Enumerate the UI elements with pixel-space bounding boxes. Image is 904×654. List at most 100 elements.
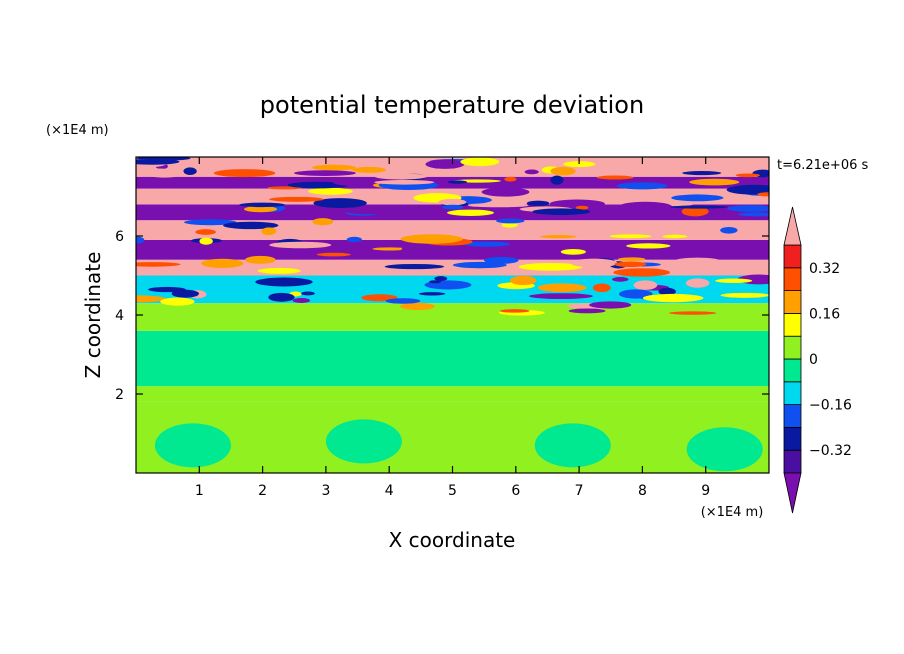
field-streak — [425, 159, 465, 169]
field-streak — [239, 202, 286, 208]
x-axis-label: X coordinate — [389, 528, 516, 552]
field-eddy-0 — [154, 423, 231, 468]
field-streak — [418, 292, 446, 296]
field-streak — [662, 234, 688, 239]
field-streak — [352, 166, 387, 173]
field-streak — [668, 311, 717, 315]
field-streak — [549, 199, 605, 209]
field-streak — [255, 277, 313, 287]
field-streak — [220, 179, 233, 189]
field-streak — [385, 298, 421, 304]
field-eddy-3 — [686, 427, 763, 472]
field-streak — [313, 198, 367, 209]
field-streak — [136, 295, 166, 303]
field-streak — [735, 173, 761, 178]
field-streak — [550, 175, 564, 185]
field-streak — [160, 297, 195, 306]
field-streak — [301, 291, 315, 296]
field-streak — [658, 287, 676, 296]
field-streak — [223, 221, 279, 230]
field-streak — [243, 205, 278, 213]
colorbar-tick-label: −0.16 — [809, 398, 852, 414]
colorbar: 0.32 0.16 0 −0.16 −0.32 — [783, 206, 852, 514]
field-streak — [540, 235, 577, 239]
colorbar-swatch — [783, 290, 802, 314]
field-streak — [612, 277, 629, 282]
field-streak — [592, 283, 611, 293]
field-streak — [642, 293, 704, 303]
field-streak — [596, 175, 634, 180]
colorbar-under-triangle — [783, 472, 802, 514]
field-streak — [374, 173, 428, 180]
field-streak — [332, 177, 375, 186]
time-label: t=6.21e+06 s — [777, 158, 869, 173]
field-streak — [563, 161, 596, 168]
field-streak — [626, 243, 671, 249]
field-streak — [171, 289, 199, 298]
field-streak — [452, 261, 507, 269]
field-streak — [560, 249, 586, 255]
field-band-1 — [136, 386, 769, 402]
field-eddy-1 — [325, 419, 402, 464]
field-eddy-2 — [534, 423, 611, 468]
field-streak — [184, 219, 237, 226]
field-streak — [616, 182, 668, 190]
field-band-2 — [136, 330, 769, 387]
field-streak — [136, 262, 181, 267]
field-streak — [575, 205, 589, 210]
colorbar-swatch — [783, 267, 802, 291]
y-axis-label: Z coordinate — [81, 252, 105, 379]
field-streak — [633, 280, 658, 290]
field-streak — [757, 192, 769, 197]
field-streak — [669, 205, 729, 209]
field-streak — [429, 280, 442, 284]
field-streak — [712, 158, 747, 164]
field-streak — [618, 289, 653, 299]
field-streak — [268, 292, 295, 302]
x-unit-label: (×1E4 m) — [701, 505, 764, 520]
colorbar-tick-label: 0 — [809, 352, 818, 368]
field-streak — [529, 293, 593, 300]
field-band-0 — [136, 401, 769, 473]
field-streak — [467, 203, 529, 208]
field-streak — [518, 262, 583, 271]
field-streak — [504, 176, 517, 182]
field-blobs — [136, 157, 769, 472]
field-streak — [589, 301, 632, 309]
field-streak — [568, 308, 606, 314]
field-streak — [524, 169, 539, 175]
field-streak — [726, 205, 769, 212]
field-streak — [738, 212, 769, 217]
field-streak — [675, 257, 720, 264]
field-streak — [434, 276, 448, 281]
colorbar-swatch — [783, 426, 802, 451]
field-streak — [399, 302, 435, 311]
field-streak — [294, 170, 356, 176]
colorbar-swatch — [783, 335, 802, 360]
field-streak — [346, 236, 362, 243]
field-streak — [447, 209, 494, 216]
x-tick-label: 9 — [701, 483, 710, 499]
x-axis-ticks: 1 2 3 4 5 6 7 8 9 — [195, 157, 710, 499]
field-streak — [463, 241, 510, 247]
field-streak — [144, 168, 171, 172]
field-streak — [195, 229, 216, 235]
x-tick-label: 4 — [385, 483, 394, 499]
field-streak — [524, 225, 567, 235]
x-tick-label: 1 — [195, 483, 204, 499]
field-streak — [720, 292, 769, 298]
x-tick-label: 7 — [575, 483, 584, 499]
field-streak — [316, 252, 351, 257]
field-streak — [715, 278, 753, 284]
colorbar-over-triangle — [783, 206, 802, 246]
field-streak — [481, 187, 530, 197]
field-streak — [261, 227, 277, 236]
field-streak — [741, 188, 769, 193]
colorbar-swatch — [783, 449, 802, 474]
field-streak — [384, 263, 445, 270]
field-streak — [609, 234, 652, 239]
y-tick-label: 2 — [115, 387, 124, 403]
y-tick-label: 4 — [115, 308, 124, 324]
field-streak — [312, 164, 357, 171]
field-streak — [292, 297, 311, 303]
